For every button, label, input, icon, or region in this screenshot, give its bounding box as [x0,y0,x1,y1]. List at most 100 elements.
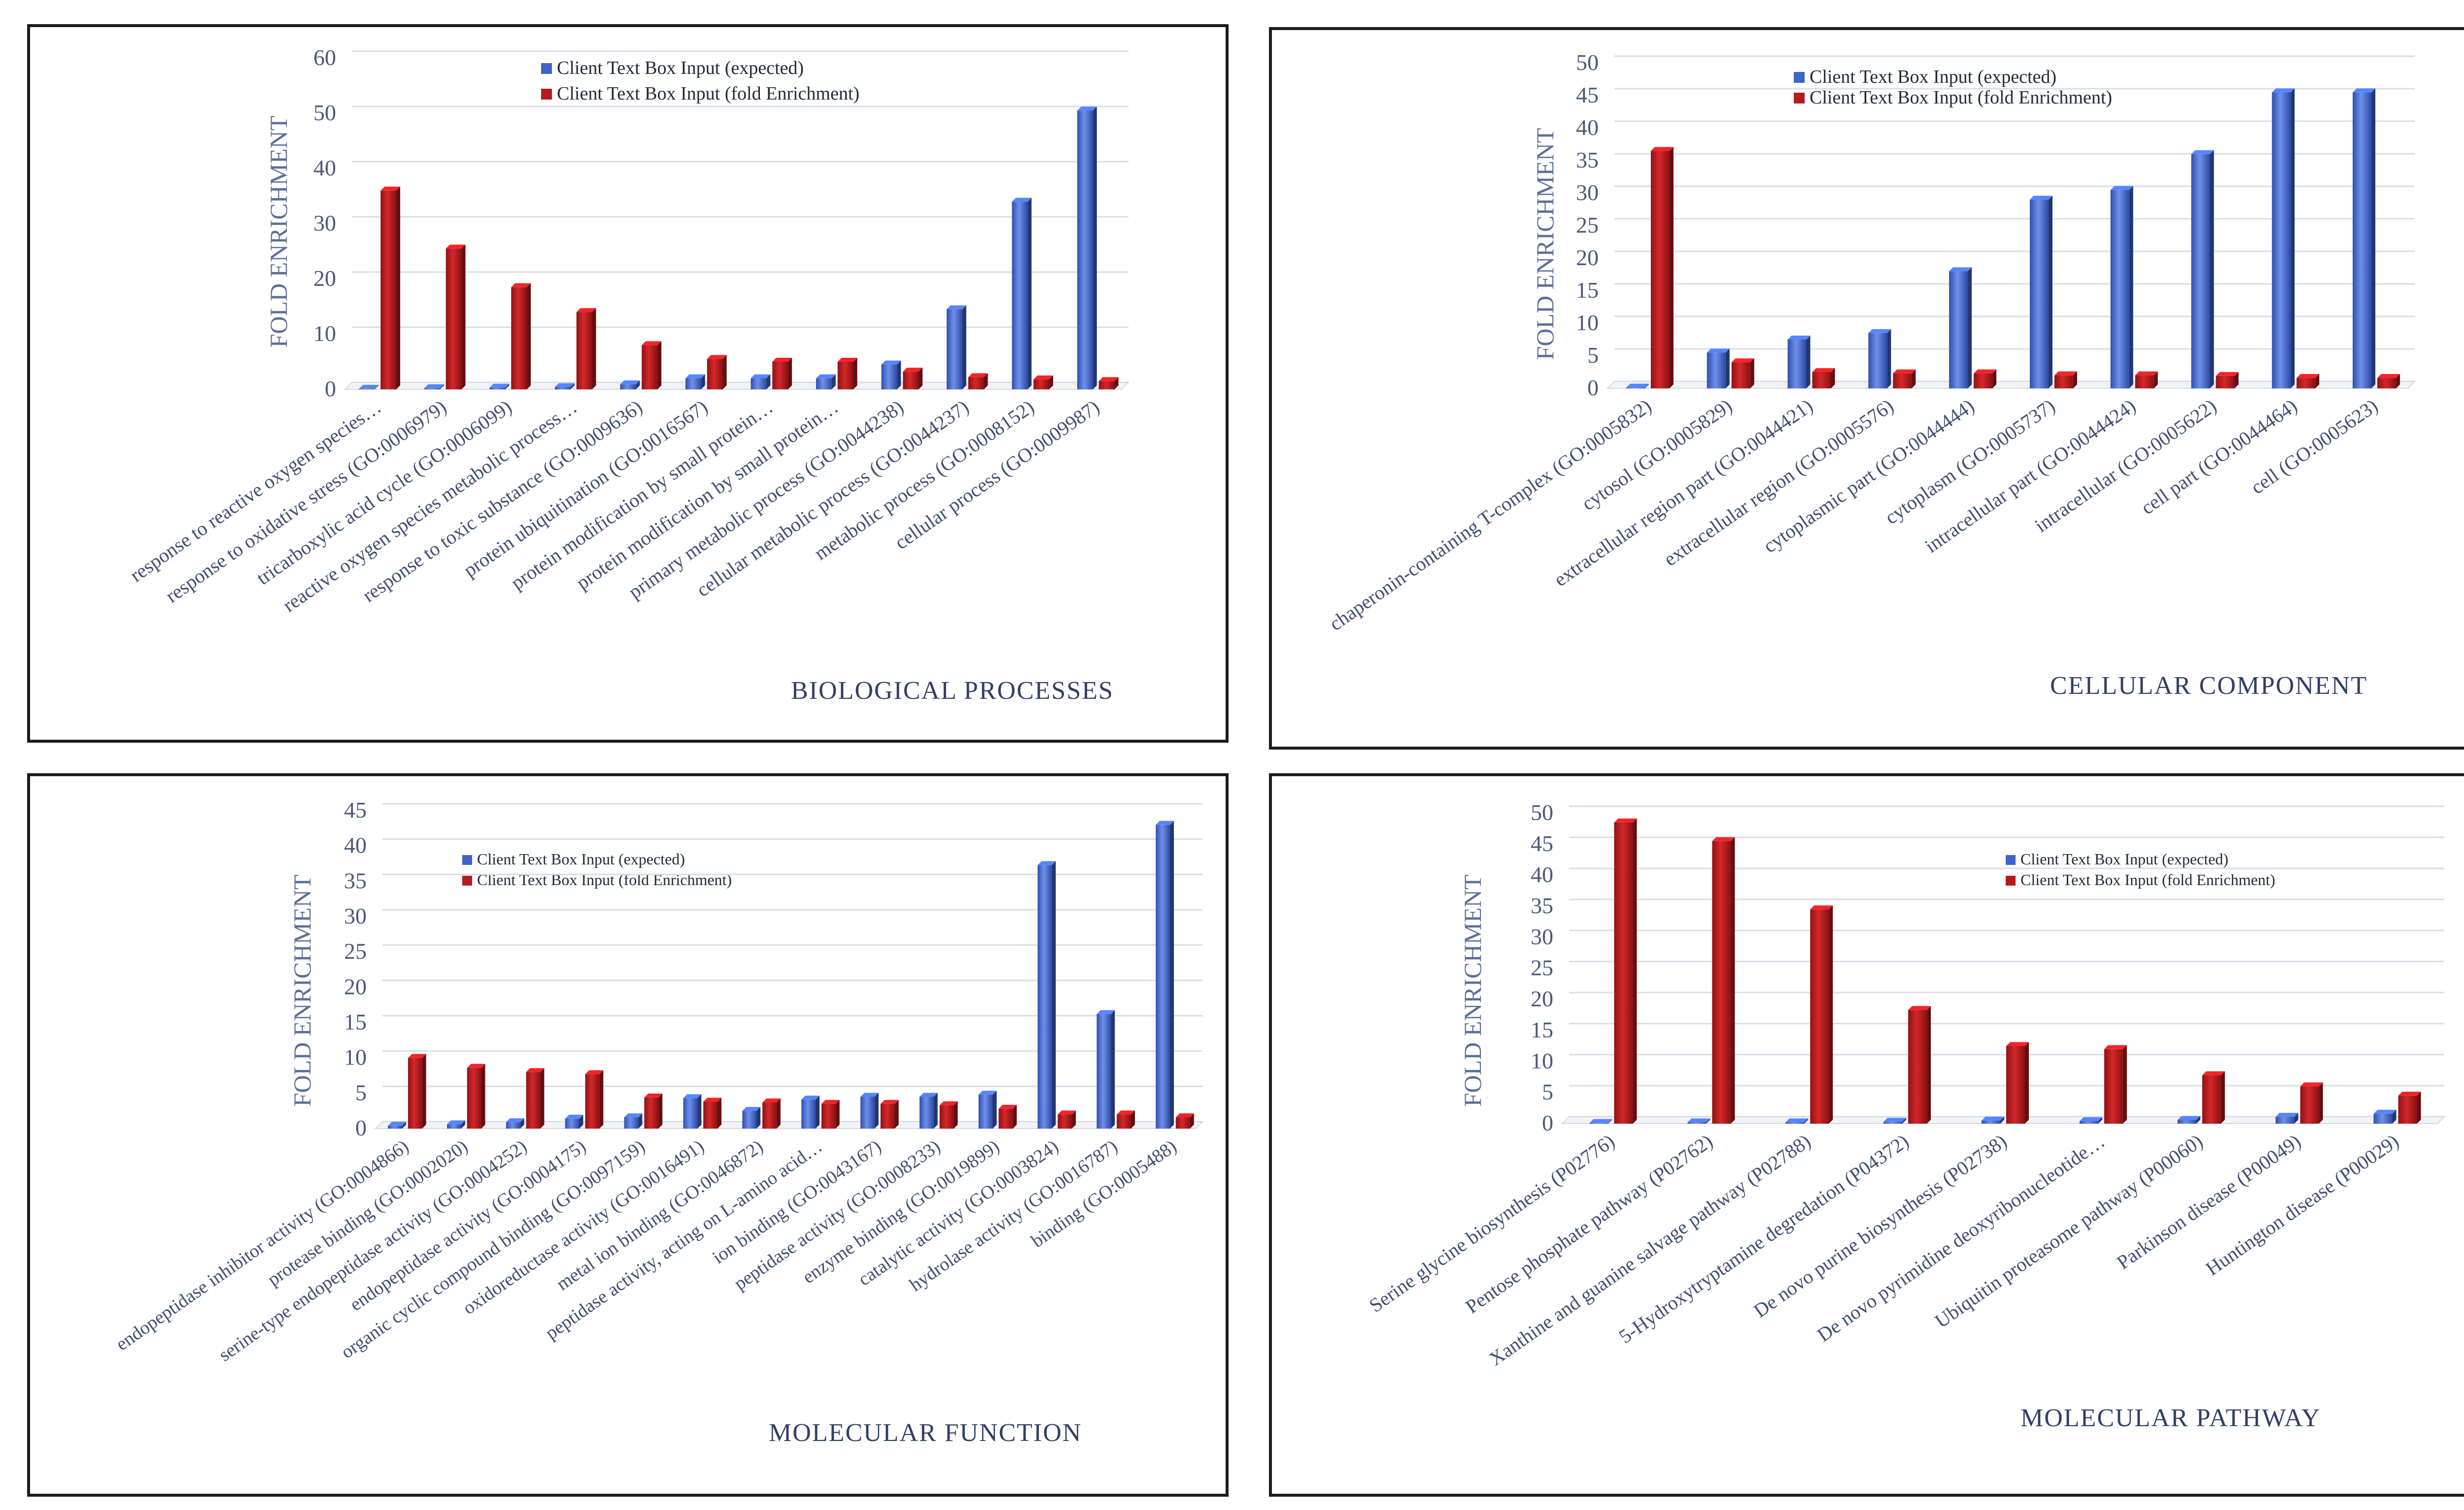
bar-expected [1868,329,1891,388]
bar-expected [881,360,901,389]
bar-fold-enrichment [1058,1110,1076,1129]
bar-front [1712,841,1731,1124]
bar-front [685,378,701,389]
y-tick-label: 0 [1587,375,1599,400]
y-tick-label: 5 [1542,1079,1553,1104]
bar-top [2272,88,2295,93]
bar-front [2110,190,2129,388]
bar-top [1096,1010,1115,1014]
bar-fold-enrichment [2296,374,2320,388]
y-tick-label: 25 [1576,212,1599,238]
bar-top [1787,336,1811,340]
bar-front [1058,1114,1072,1129]
bar-side [2154,371,2158,388]
bar-side [2291,88,2295,388]
panel-cellular-component: CELLULAR COMPONENT FOLD ENRICHMENT Clien… [1269,27,2464,750]
bar-side [396,186,401,389]
bar-expected [1982,1116,2004,1124]
bar-side [1130,1110,1135,1129]
bar-side [1804,1118,1809,1124]
bar-front [511,287,527,389]
bar-top [585,1070,604,1074]
bar-side [2210,150,2214,388]
bar-expected [1785,1118,1809,1124]
bar-fold-enrichment [576,308,596,389]
bar-top [1077,106,1097,111]
bar-fold-enrichment [1812,368,1835,388]
bar-top [683,1094,702,1098]
bar-expected [1707,348,1730,388]
bar-side [2417,1092,2421,1124]
bar-fold-enrichment [2398,1092,2421,1124]
bar-top [1687,1118,1711,1123]
bar-front [742,1111,757,1129]
y-tick-label: 50 [1576,50,1599,75]
panel-title: MOLECULAR PATHWAY [2020,1404,2321,1432]
bar-top [445,244,466,249]
bar-side [2098,1117,2102,1124]
legend-label-expected: Client Text Box Input (expected) [477,850,685,868]
bar-top [1712,837,1735,841]
panel-molecular-function: MOLECULAR FUNCTION FOLD ENRICHMENT Clien… [27,773,1229,1497]
bar-front [1908,1010,1927,1124]
bar-side [788,358,792,389]
y-tick-label: 10 [344,1045,367,1070]
bar-top [1176,1113,1194,1118]
bar-side [1052,861,1056,1129]
bar-top [2216,372,2239,376]
bar-side [1912,369,1916,388]
panel-frame [1269,773,2464,1497]
bar-side [1093,106,1097,389]
bar-top [554,383,575,387]
bar-side [835,1099,840,1129]
bar-front [526,1072,541,1129]
bar-front [939,1105,954,1129]
bar-side [1111,1010,1115,1129]
bar-top [1812,368,1835,372]
bar-front [2300,1086,2319,1124]
bar-top [968,373,988,378]
bar-front [1982,1120,2000,1124]
bar-front [489,387,506,389]
bar-front [1614,822,1633,1124]
bar-expected [1589,1119,1612,1124]
bar-expected [1787,336,1811,388]
bar-side [1190,1113,1194,1129]
bar-fold-enrichment [1033,375,1054,389]
bar-top [2110,186,2133,190]
bar-front [1731,362,1750,388]
bar-top [1098,377,1119,381]
bar-front [2398,1096,2417,1124]
legend-label-fold: Client Text Box Input (fold Enrichment) [1810,87,2112,108]
y-tick-label: 30 [1576,180,1599,205]
y-tick-label: 0 [1542,1110,1553,1135]
bar-side [1725,348,1730,388]
bar-expected [2191,150,2214,388]
bar-top [1012,198,1032,202]
bar-top [2135,371,2158,376]
y-tick-label: 15 [1576,277,1599,303]
bar-front [1883,1122,1903,1124]
bar-top [447,1120,465,1125]
bar-front [1176,1117,1190,1129]
y-tick-label: 35 [1576,147,1599,172]
bar-side [2319,1082,2323,1124]
bar-expected [565,1114,583,1129]
y-tick-label: 15 [344,1009,367,1034]
bar-top [624,1113,643,1118]
bar-fold-enrichment [467,1064,485,1129]
bar-expected [620,380,640,389]
bar-fold-enrichment [939,1101,958,1129]
bar-side [440,384,444,389]
bar-top [772,358,792,362]
bar-front [762,1102,777,1129]
y-tick-label: 35 [344,868,367,893]
bar-front [968,377,984,389]
bar-expected [801,1096,820,1129]
bar-top [2104,1045,2127,1049]
bar-side [919,368,923,389]
bar-side [1170,821,1174,1129]
bar-fold-enrichment [1810,905,1833,1124]
bar-side [540,1068,545,1129]
y-tick-label: 45 [1531,831,1553,856]
